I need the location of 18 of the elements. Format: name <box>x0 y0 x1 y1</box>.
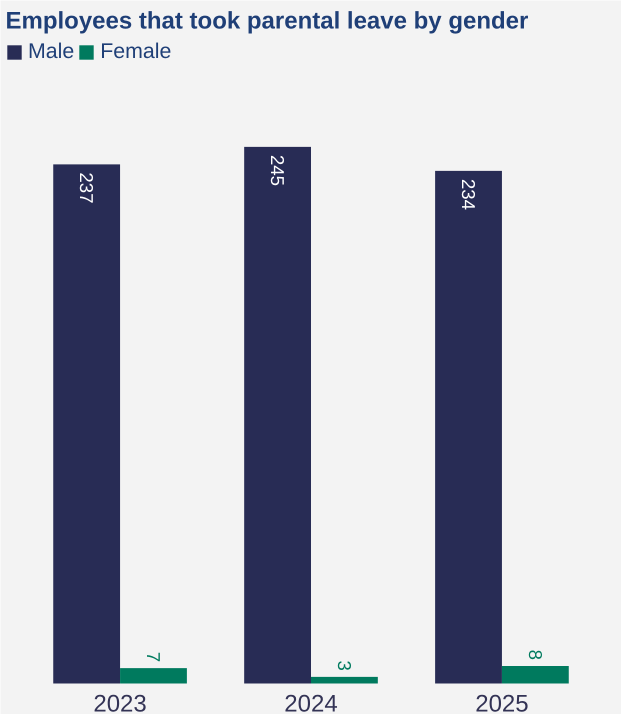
data-label: 8 <box>524 650 546 660</box>
data-label: 234 <box>458 178 480 210</box>
bar <box>435 170 502 684</box>
data-label: 237 <box>76 172 98 204</box>
data-label: 3 <box>334 660 355 671</box>
x-tick-label: 2025 <box>475 690 529 718</box>
bar <box>53 164 120 684</box>
x-tick-label: 2024 <box>284 690 338 718</box>
chart-title: Employees that took parental leave by gender <box>6 8 528 34</box>
bar <box>502 666 569 684</box>
x-tick-label: 2023 <box>93 690 147 718</box>
data-label: 7 <box>142 652 164 662</box>
bar <box>120 668 187 684</box>
data-label: 245 <box>267 154 288 186</box>
bar <box>244 146 311 684</box>
bar <box>311 676 378 684</box>
legend-label: Female <box>100 39 172 64</box>
legend-label: Male <box>28 39 74 64</box>
